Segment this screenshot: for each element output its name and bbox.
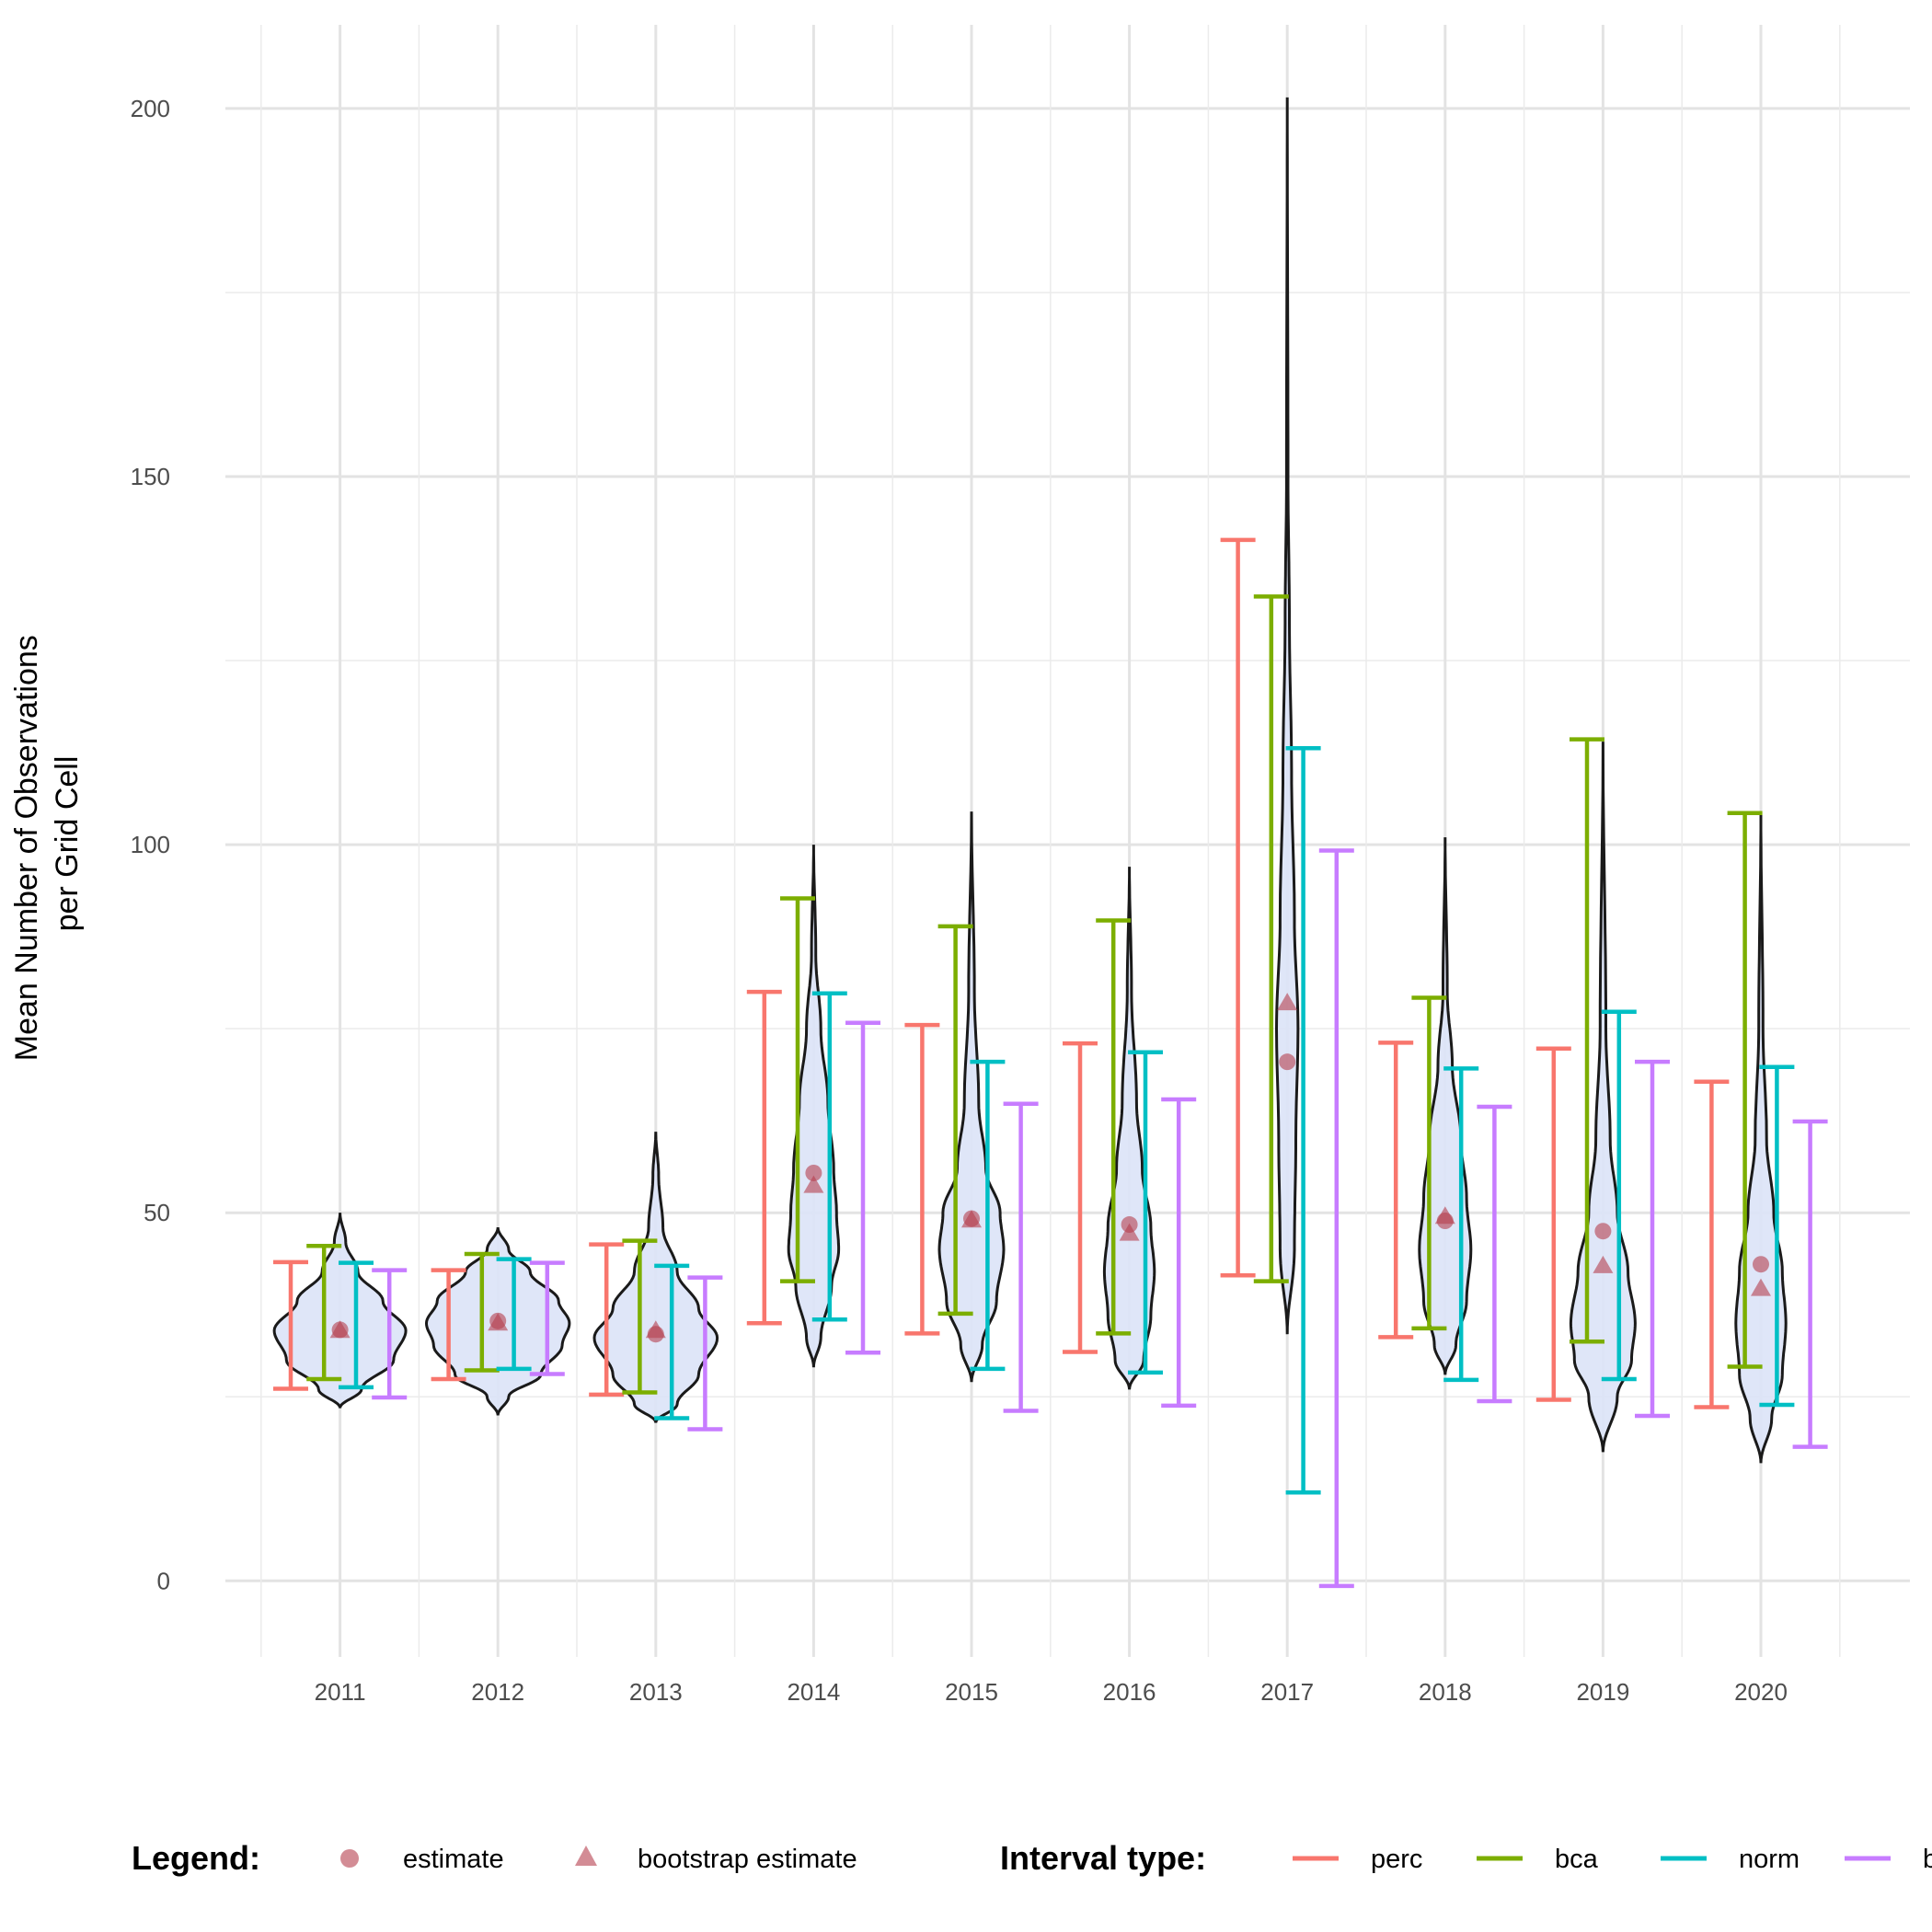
bootstrap-estimate-point: [1277, 993, 1298, 1011]
error-bars: [273, 537, 1828, 1589]
basic-interval-2012: [529, 1260, 565, 1376]
y-axis-label: Mean Number of Observations per Grid Cel…: [9, 627, 85, 1061]
y-axis-ticks: 0 50 100 150 200: [131, 95, 170, 1594]
bca-interval-2011: [306, 1243, 342, 1382]
perc-interval-2015: [904, 1022, 940, 1336]
norm-interval-2013: [654, 1263, 690, 1420]
bca-interval-2012: [464, 1251, 500, 1373]
bootstrap-estimate-point: [1751, 1278, 1771, 1296]
estimate-point: [805, 1164, 822, 1181]
perc-interval-2012: [431, 1268, 466, 1382]
perc-interval-2017: [1220, 537, 1256, 1278]
bootstrap-estimate-point: [1119, 1223, 1140, 1241]
interval-legend-title: Interval type:: [1000, 1839, 1206, 1877]
estimate-legend-label: estimate: [403, 1845, 504, 1874]
bootstrap-estimate-legend-key: [575, 1846, 597, 1866]
points: [329, 993, 1771, 1343]
violin-2019: [1569, 742, 1637, 1453]
x-tick-label: 2012: [471, 1678, 524, 1706]
estimate-point: [1279, 1053, 1296, 1071]
basic-interval-2013: [687, 1275, 723, 1432]
perc-legend-label: perc: [1371, 1845, 1422, 1874]
norm-legend-label: norm: [1739, 1845, 1800, 1874]
basic-interval-2019: [1635, 1059, 1670, 1419]
bca-interval-2014: [780, 896, 815, 1283]
basic-interval-2018: [1477, 1104, 1512, 1404]
y-tick-label: 150: [131, 463, 170, 490]
norm-interval-2018: [1443, 1066, 1479, 1383]
y-axis-label-line1: Mean Number of Observations: [9, 635, 44, 1061]
y-tick-label: 200: [131, 95, 170, 122]
bca-interval-2016: [1096, 918, 1132, 1336]
bootstrap-estimate-legend-label: bootstrap estimate: [638, 1845, 857, 1874]
y-axis-label-line2: per Grid Cell: [50, 756, 85, 932]
bca-interval-2017: [1253, 594, 1289, 1283]
grid: [225, 25, 1910, 1657]
violin-2013: [592, 1132, 719, 1423]
violin-2015: [937, 811, 1006, 1383]
perc-interval-2020: [1694, 1079, 1730, 1409]
bca-interval-2020: [1727, 811, 1763, 1369]
y-tick-label: 50: [144, 1199, 170, 1226]
norm-interval-2014: [811, 991, 847, 1322]
estimate-legend-key: [340, 1849, 359, 1868]
violin-2016: [1102, 867, 1156, 1390]
perc-interval-2018: [1378, 1041, 1414, 1340]
basic-interval-2017: [1318, 848, 1354, 1589]
basic-interval-2011: [372, 1268, 408, 1400]
x-tick-label: 2013: [629, 1678, 683, 1706]
bca-interval-2013: [622, 1238, 658, 1395]
bootstrap-estimate-point: [488, 1313, 509, 1331]
estimate-point: [1753, 1256, 1769, 1273]
point-legend-title: Legend:: [132, 1839, 260, 1877]
perc-interval-2011: [273, 1259, 308, 1391]
perc-interval-2014: [746, 989, 782, 1326]
x-tick-label: 2014: [787, 1678, 840, 1706]
bootstrap-estimate-point: [329, 1320, 351, 1339]
violin-2011: [272, 1213, 408, 1409]
norm-interval-2016: [1128, 1050, 1163, 1375]
norm-interval-2015: [970, 1059, 1006, 1372]
bootstrap-estimate-point: [803, 1175, 824, 1193]
x-tick-label: 2020: [1734, 1678, 1788, 1706]
x-axis-ticks: 2011 2012 2013 2014 2015 2016 2017 2018 2019 2020: [315, 1678, 1788, 1706]
basic-interval-2020: [1792, 1119, 1828, 1449]
x-tick-label: 2011: [315, 1678, 366, 1706]
y-tick-label: 100: [131, 831, 170, 858]
bca-legend-label: bca: [1555, 1845, 1599, 1874]
norm-interval-2017: [1285, 746, 1321, 1495]
bca-interval-2019: [1570, 737, 1604, 1344]
x-tick-label: 2016: [1103, 1678, 1156, 1706]
estimate-point: [1594, 1223, 1612, 1240]
perc-interval-2016: [1063, 1041, 1098, 1354]
bca-interval-2015: [937, 924, 973, 1317]
norm-interval-2011: [339, 1260, 374, 1390]
x-tick-label: 2018: [1419, 1678, 1472, 1706]
y-tick-label: 0: [157, 1567, 170, 1594]
norm-interval-2019: [1601, 1009, 1637, 1382]
basic-interval-2015: [1003, 1101, 1039, 1413]
bootstrap-estimate-point: [961, 1210, 982, 1228]
x-tick-label: 2019: [1576, 1678, 1629, 1706]
perc-interval-2019: [1535, 1046, 1571, 1402]
bootstrap-estimate-point: [1434, 1206, 1455, 1225]
perc-interval-2013: [589, 1242, 625, 1397]
x-tick-label: 2015: [945, 1678, 998, 1706]
bootstrap-estimate-point: [645, 1320, 666, 1339]
basic-interval-2014: [845, 1020, 880, 1355]
violin-2017: [1274, 97, 1300, 1335]
legend: Legend: estimate bootstrap estimate Inte…: [132, 1839, 1932, 1877]
basic-legend-label: basic: [1923, 1845, 1932, 1874]
violin-2020: [1734, 811, 1788, 1464]
violin-2014: [787, 845, 841, 1368]
violin-2018: [1418, 837, 1473, 1375]
bootstrap-estimate-point: [1593, 1255, 1614, 1273]
x-tick-label: 2017: [1260, 1678, 1314, 1706]
norm-interval-2012: [496, 1257, 532, 1372]
norm-interval-2020: [1759, 1064, 1795, 1408]
bca-interval-2018: [1411, 995, 1447, 1331]
basic-interval-2016: [1161, 1097, 1197, 1409]
